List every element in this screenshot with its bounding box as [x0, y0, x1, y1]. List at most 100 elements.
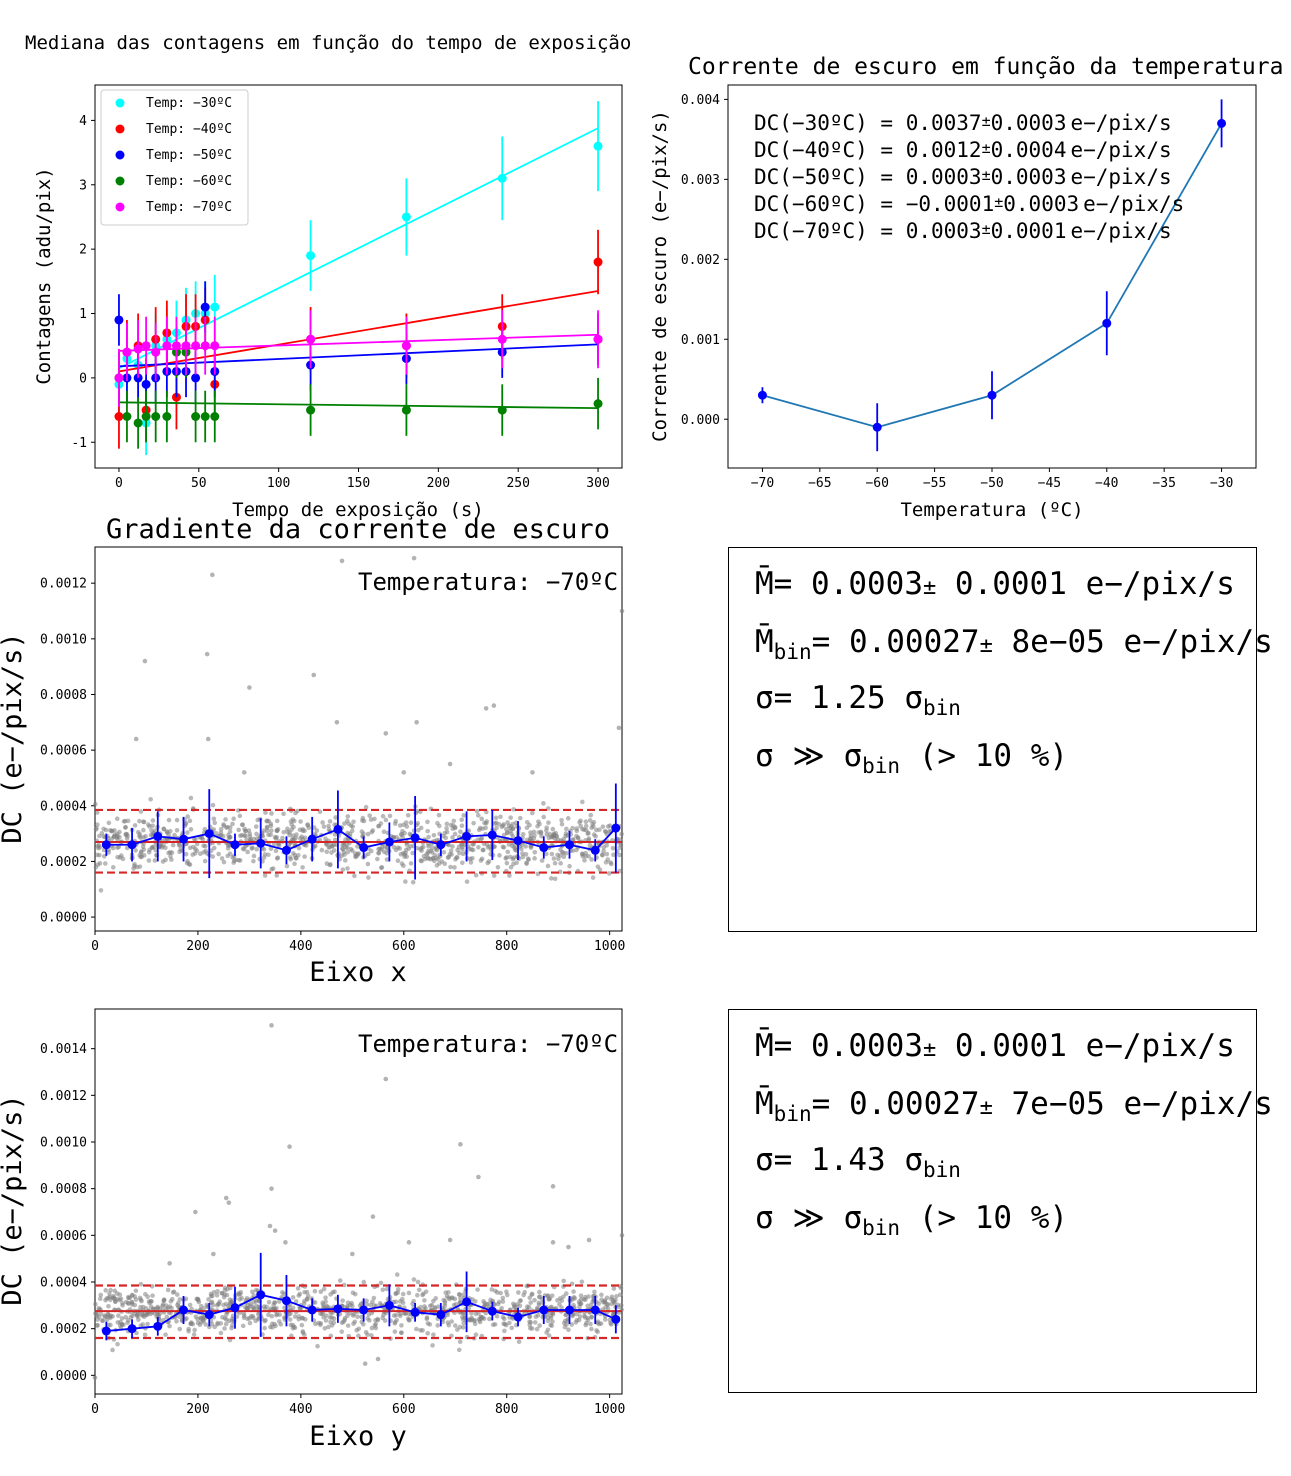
- pixel-point: [497, 853, 502, 858]
- pixel-point: [507, 825, 513, 831]
- pixel-point: [211, 845, 217, 851]
- counts-legend: Temp: −30ºC Temp: −40ºC Temp: −50ºC Temp: −…: [100, 89, 249, 226]
- pixel-point: [243, 844, 248, 849]
- pixel-point: [153, 848, 159, 853]
- pixel-point: [98, 888, 104, 893]
- pixel-point: [383, 817, 389, 823]
- pixel-point: [342, 1317, 347, 1323]
- pixel-point: [142, 1332, 148, 1338]
- pixel-point: [187, 845, 193, 851]
- pixel-point: [565, 833, 570, 838]
- pixel-point: [571, 837, 576, 842]
- pixel-point: [177, 1326, 183, 1332]
- pixel-point: [355, 1314, 360, 1319]
- gradient-x-x-label: Eixo x: [309, 957, 407, 988]
- pixel-point: [169, 1296, 175, 1302]
- pixel-point: [300, 865, 305, 870]
- pixel-point: [269, 1321, 275, 1327]
- pixel-point: [563, 1291, 569, 1296]
- pixel-point: [174, 817, 180, 823]
- outlier-point: [267, 1223, 273, 1229]
- counts-axis-ticks: 0 50 100 150 200 250 300 -1 0 1 2 3 4: [71, 114, 609, 491]
- stat-bin-mean-error: 7e−05: [1011, 1086, 1105, 1122]
- pixel-point: [274, 818, 280, 824]
- pixel-point: [287, 1317, 293, 1322]
- pixel-point: [129, 1302, 135, 1307]
- pixel-point: [500, 823, 506, 828]
- pixel-point: [103, 1297, 108, 1303]
- pixel-point: [384, 845, 390, 851]
- pixel-point: [397, 1299, 403, 1304]
- bin-point: [513, 836, 523, 846]
- pixel-point: [432, 1305, 438, 1310]
- pixel-point: [365, 831, 371, 837]
- pixel-point: [536, 830, 541, 835]
- pixel-point: [574, 833, 579, 839]
- pixel-point: [507, 873, 512, 878]
- pixel-point: [501, 832, 507, 838]
- outlier-point: [205, 736, 211, 742]
- pixel-point: [393, 1299, 399, 1305]
- pixel-point: [580, 799, 585, 805]
- pixel-point: [323, 1318, 329, 1323]
- pixel-point: [93, 864, 99, 870]
- pixel-point: [229, 1318, 235, 1323]
- pixel-point: [293, 1299, 299, 1304]
- bin-point: [281, 1296, 291, 1306]
- pixel-point: [209, 1293, 215, 1299]
- pixel-point: [574, 828, 580, 834]
- gradient-x-y-label: DC (e−/pix/s): [0, 632, 28, 843]
- pixel-point: [571, 1289, 576, 1294]
- pixel-point: [101, 834, 107, 839]
- pixel-point: [494, 825, 499, 831]
- pixel-point: [599, 1297, 604, 1303]
- pixel-point: [325, 1304, 330, 1310]
- bin-point: [127, 1324, 137, 1334]
- data-point: [141, 341, 151, 351]
- pixel-point: [345, 1300, 351, 1305]
- pixel-point: [369, 1333, 374, 1338]
- pixel-point: [557, 869, 563, 875]
- pixel-point: [500, 1299, 506, 1304]
- pixel-point: [218, 833, 224, 838]
- pixel-point: [108, 1287, 113, 1293]
- stat-sigma-ratio-value: 1.25: [811, 680, 886, 716]
- pixel-point: [203, 843, 208, 849]
- pixel-point: [587, 842, 593, 848]
- outlier-point: [550, 1240, 556, 1245]
- pixel-point: [528, 844, 533, 849]
- stat-bin-mean-unit: e−/pix/s: [1123, 1086, 1273, 1122]
- dc-annotation: DC(−70ºC) = 0.0003±0.0001 e−/pix/s: [754, 219, 1172, 243]
- pixel-point: [562, 1318, 568, 1324]
- pixel-point: [444, 1294, 450, 1299]
- pixel-point: [489, 1287, 495, 1292]
- pixel-point: [183, 851, 189, 857]
- pixel-point: [352, 873, 357, 879]
- pixel-point: [289, 822, 295, 827]
- pixel-point: [486, 859, 492, 864]
- pixel-point: [293, 855, 298, 861]
- data-point: [593, 257, 603, 267]
- pixel-point: [103, 861, 108, 866]
- pixel-point: [508, 815, 513, 820]
- y-tick-label: 0.0010: [40, 632, 87, 647]
- pixel-point: [562, 1324, 568, 1330]
- pixel-point: [93, 801, 98, 807]
- pixel-point: [600, 852, 605, 858]
- pixel-point: [392, 1329, 398, 1334]
- pixel-point: [177, 1297, 183, 1302]
- pixel-point: [114, 831, 120, 837]
- pixel-point: [281, 1291, 287, 1297]
- pixel-point: [561, 836, 567, 842]
- bin-point: [359, 843, 369, 853]
- pixel-point: [611, 852, 616, 858]
- pixel-point: [605, 824, 611, 829]
- pixel-point: [337, 1278, 343, 1283]
- pixel-point: [149, 828, 154, 833]
- pixel-point: [470, 1297, 475, 1302]
- pixel-point: [532, 849, 538, 855]
- pixel-point: [516, 1339, 522, 1345]
- pixel-point: [512, 1303, 517, 1308]
- x-tick-label: −35: [1152, 476, 1175, 491]
- pixel-point: [598, 1321, 604, 1326]
